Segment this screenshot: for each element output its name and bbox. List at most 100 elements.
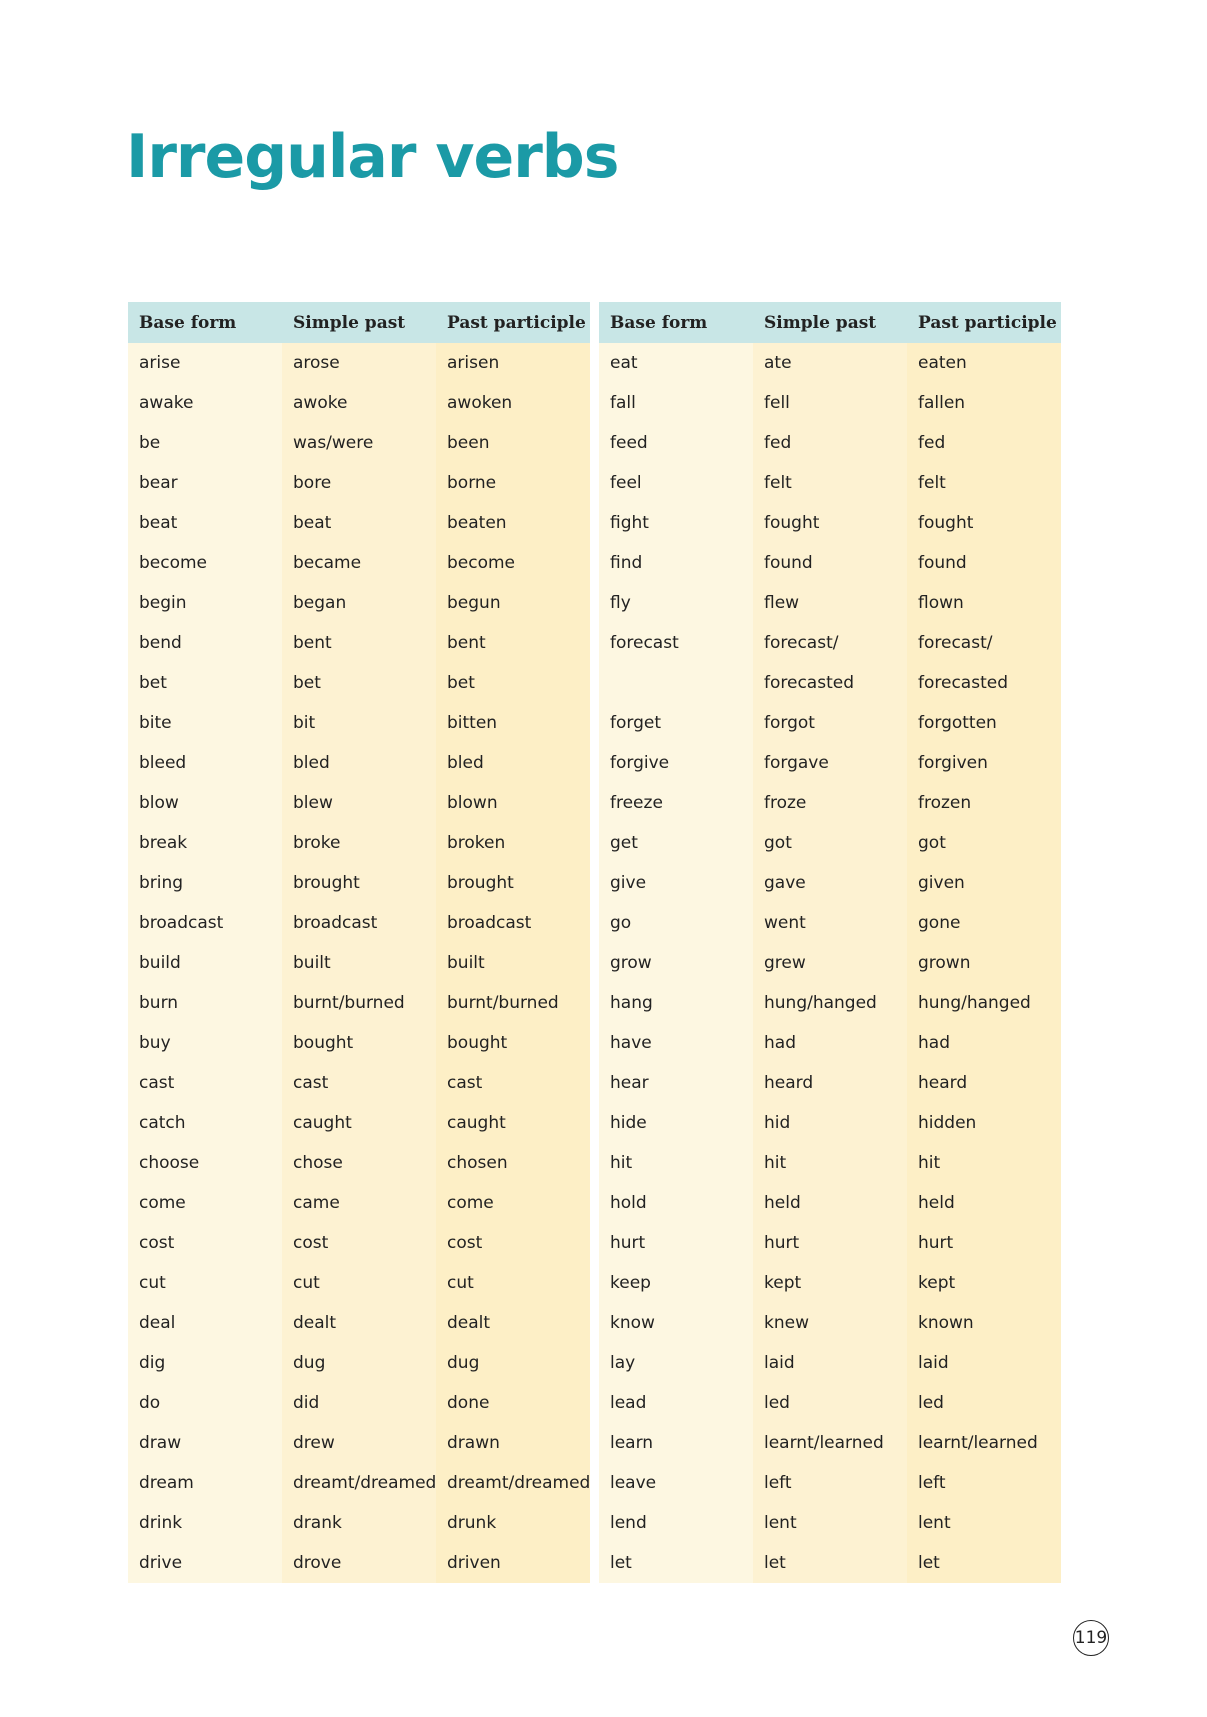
base-form-cell: go — [599, 903, 753, 943]
table-row: buy bought bought — [128, 1023, 590, 1063]
table-header-row: Base form Simple past Past participle — [128, 302, 590, 343]
simple-past-cell: bled — [282, 743, 436, 783]
simple-past-cell: held — [753, 1183, 907, 1223]
base-form-cell: burn — [128, 983, 282, 1023]
base-form-cell: be — [128, 423, 282, 463]
base-form-cell: give — [599, 863, 753, 903]
base-form-cell: bear — [128, 463, 282, 503]
simple-past-cell: dug — [282, 1343, 436, 1383]
simple-past-cell: broke — [282, 823, 436, 863]
past-participle-cell: known — [907, 1303, 1061, 1343]
simple-past-cell: bought — [282, 1023, 436, 1063]
base-form-cell: arise — [128, 343, 282, 383]
past-participle-cell: grown — [907, 943, 1061, 983]
table-row: grow grew grown — [599, 943, 1061, 983]
past-participle-cell: forgiven — [907, 743, 1061, 783]
table-row: freeze froze frozen — [599, 783, 1061, 823]
base-form-cell: come — [128, 1183, 282, 1223]
past-participle-cell: forecasted — [907, 663, 1061, 703]
base-form-cell: bring — [128, 863, 282, 903]
past-participle-cell: heard — [907, 1063, 1061, 1103]
past-participle-cell: bet — [436, 663, 590, 703]
simple-past-cell: drew — [282, 1423, 436, 1463]
verb-table-right: Base form Simple past Past participle ea… — [599, 302, 1061, 1583]
simple-past-cell: came — [282, 1183, 436, 1223]
simple-past-cell: dreamt/dreamed — [282, 1463, 436, 1503]
base-form-cell: bet — [128, 663, 282, 703]
table-row: come came come — [128, 1183, 590, 1223]
simple-past-cell: kept — [753, 1263, 907, 1303]
table-row: bet bet bet — [128, 663, 590, 703]
simple-past-cell: began — [282, 583, 436, 623]
past-participle-cell: learnt/learned — [907, 1423, 1061, 1463]
past-participle-cell: eaten — [907, 343, 1061, 383]
base-form-cell: cost — [128, 1223, 282, 1263]
table-row: feel felt felt — [599, 463, 1061, 503]
table-row: lay laid laid — [599, 1343, 1061, 1383]
table-row: give gave given — [599, 863, 1061, 903]
table-row: arise arose arisen — [128, 343, 590, 383]
simple-past-cell: bent — [282, 623, 436, 663]
table-row: lead led led — [599, 1383, 1061, 1423]
base-form-cell: bend — [128, 623, 282, 663]
base-form-cell: hide — [599, 1103, 753, 1143]
base-form-cell: blow — [128, 783, 282, 823]
simple-past-cell: hid — [753, 1103, 907, 1143]
table-row: have had had — [599, 1023, 1061, 1063]
base-form-cell: hit — [599, 1143, 753, 1183]
past-participle-cell: flown — [907, 583, 1061, 623]
table-row: hit hit hit — [599, 1143, 1061, 1183]
past-participle-cell: awoken — [436, 383, 590, 423]
base-form-cell: forgive — [599, 743, 753, 783]
table-row: beat beat beaten — [128, 503, 590, 543]
simple-past-cell: bet — [282, 663, 436, 703]
base-form-cell: choose — [128, 1143, 282, 1183]
base-form-cell: hurt — [599, 1223, 753, 1263]
table-row: drive drove driven — [128, 1543, 590, 1583]
base-form-cell: lend — [599, 1503, 753, 1543]
table-row: catch caught caught — [128, 1103, 590, 1143]
base-form-cell — [599, 663, 753, 703]
simple-past-cell: cast — [282, 1063, 436, 1103]
base-form-cell: become — [128, 543, 282, 583]
table-row: drink drank drunk — [128, 1503, 590, 1543]
table-row: dig dug dug — [128, 1343, 590, 1383]
past-participle-cell: bled — [436, 743, 590, 783]
table-row: fall fell fallen — [599, 383, 1061, 423]
base-form-cell: learn — [599, 1423, 753, 1463]
past-participle-cell: been — [436, 423, 590, 463]
simple-past-cell: cut — [282, 1263, 436, 1303]
past-participle-cell: borne — [436, 463, 590, 503]
past-participle-cell: had — [907, 1023, 1061, 1063]
base-form-cell: cut — [128, 1263, 282, 1303]
past-participle-cell: let — [907, 1543, 1061, 1583]
table-row: do did done — [128, 1383, 590, 1423]
table-row: leave left left — [599, 1463, 1061, 1503]
simple-past-cell: left — [753, 1463, 907, 1503]
simple-past-cell: bit — [282, 703, 436, 743]
past-participle-cell: broken — [436, 823, 590, 863]
past-participle-cell: begun — [436, 583, 590, 623]
base-form-cell: keep — [599, 1263, 753, 1303]
simple-past-cell: brought — [282, 863, 436, 903]
table-row: begin began begun — [128, 583, 590, 623]
simple-past-cell: forgave — [753, 743, 907, 783]
past-participle-cell: felt — [907, 463, 1061, 503]
header-simple-past: Simple past — [753, 302, 907, 343]
table-row: forgive forgave forgiven — [599, 743, 1061, 783]
simple-past-cell: chose — [282, 1143, 436, 1183]
base-form-cell: draw — [128, 1423, 282, 1463]
past-participle-cell: fed — [907, 423, 1061, 463]
past-participle-cell: dealt — [436, 1303, 590, 1343]
past-participle-cell: blown — [436, 783, 590, 823]
header-past-participle: Past participle — [436, 302, 590, 343]
simple-past-cell: became — [282, 543, 436, 583]
simple-past-cell: dealt — [282, 1303, 436, 1343]
table-header-row: Base form Simple past Past participle — [599, 302, 1061, 343]
simple-past-cell: found — [753, 543, 907, 583]
past-participle-cell: built — [436, 943, 590, 983]
past-participle-cell: driven — [436, 1543, 590, 1583]
simple-past-cell: hurt — [753, 1223, 907, 1263]
base-form-cell: bleed — [128, 743, 282, 783]
